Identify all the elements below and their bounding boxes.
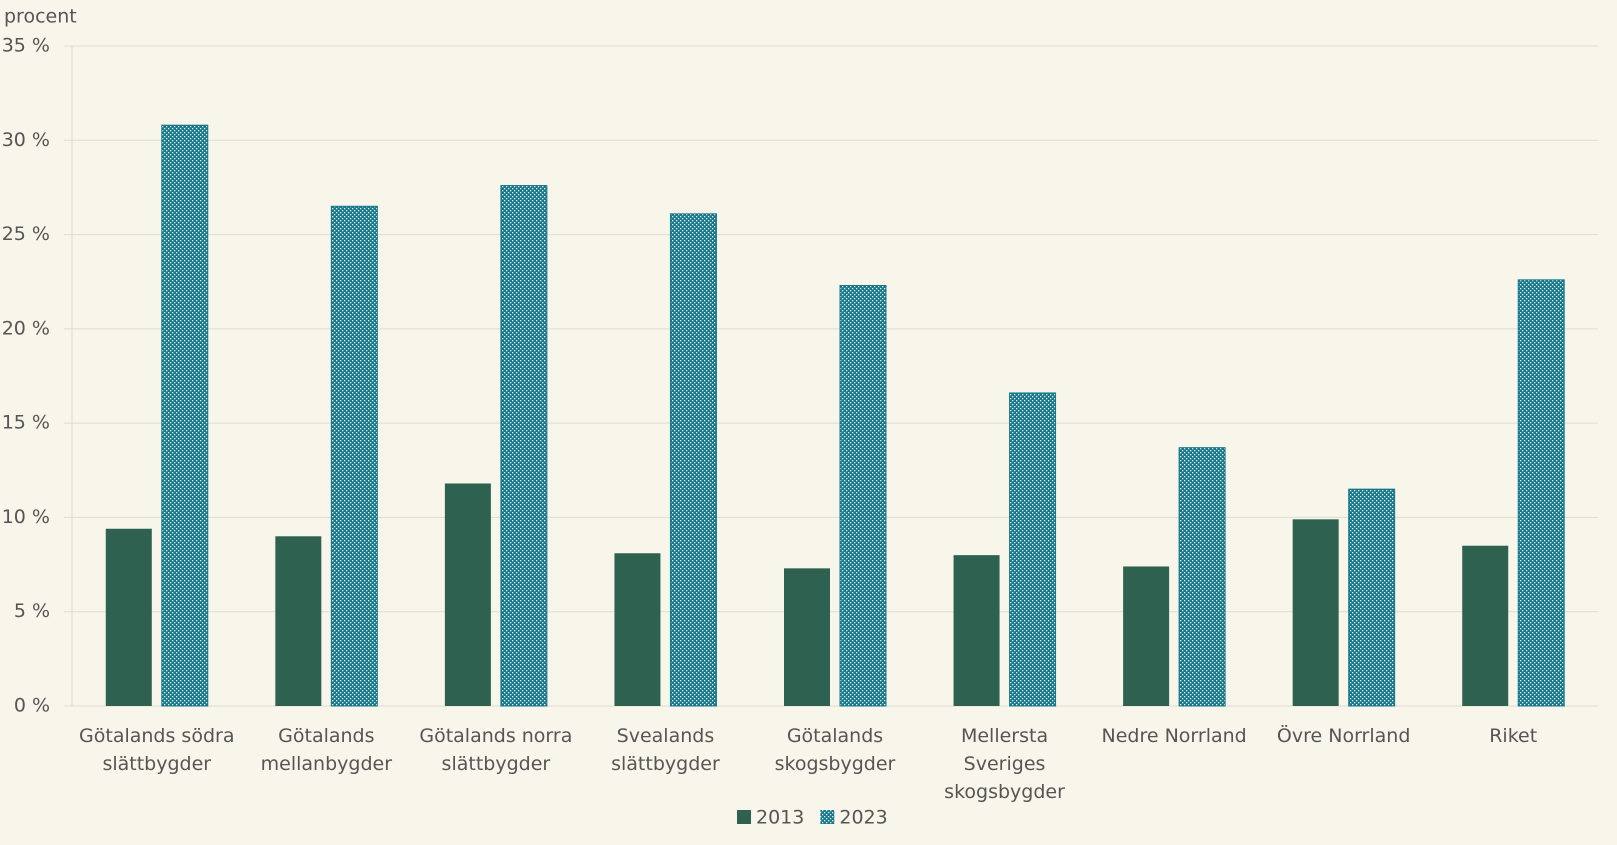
legend-swatch xyxy=(737,810,751,824)
x-tick-label: Mellersta Sveriges skogsbygder xyxy=(944,725,1065,803)
bar xyxy=(1517,279,1565,707)
bar xyxy=(105,528,152,706)
bar xyxy=(953,555,1000,706)
bar xyxy=(1009,392,1057,707)
legend-swatch xyxy=(820,810,835,824)
y-tick-label: 25 % xyxy=(2,223,50,245)
bar xyxy=(444,483,491,706)
bar xyxy=(1178,447,1226,707)
bar xyxy=(275,536,322,706)
bar xyxy=(1462,545,1509,706)
bar xyxy=(1348,488,1396,707)
y-tick-label: 30 % xyxy=(2,129,50,151)
y-tick-label: 20 % xyxy=(2,317,50,339)
bar xyxy=(839,284,887,707)
x-tick-label: Nedre Norrland xyxy=(1101,725,1247,747)
bar xyxy=(614,553,661,706)
bar xyxy=(669,213,717,707)
y-tick-label: 10 % xyxy=(2,506,50,528)
x-tick-label: Götalands skogsbygder xyxy=(774,725,896,775)
bar xyxy=(1123,566,1170,706)
y-tick-label: 35 % xyxy=(2,35,50,57)
y-tick-label: 0 % xyxy=(14,695,50,717)
bar xyxy=(330,205,378,707)
y-tick-label: 15 % xyxy=(2,412,50,434)
bar xyxy=(500,185,548,707)
x-tick-label: Riket xyxy=(1489,725,1538,747)
x-tick-label: Svealands slättbygder xyxy=(611,725,720,775)
y-tick-label: 5 % xyxy=(14,600,50,622)
bar xyxy=(161,124,209,707)
bar xyxy=(1292,519,1339,706)
legend-label: 2023 xyxy=(839,807,887,829)
x-tick-label: Götalands södra slättbygder xyxy=(79,725,235,775)
x-tick-label: Götalands mellanbygder xyxy=(260,725,393,775)
legend-label: 2013 xyxy=(756,807,804,829)
x-tick-label: Övre Norrland xyxy=(1276,725,1411,747)
x-tick-label: Götalands norra slättbygder xyxy=(419,725,573,775)
y-axis-label: procent xyxy=(4,6,77,28)
bar xyxy=(784,568,830,706)
